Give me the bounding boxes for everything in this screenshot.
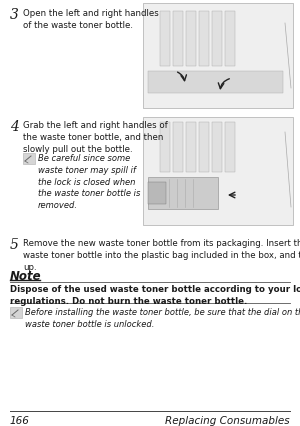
- Bar: [212, 123, 222, 173]
- Bar: [212, 12, 222, 67]
- Bar: [10, 307, 22, 318]
- Bar: [225, 12, 235, 67]
- Text: Dispose of the used waste toner bottle according to your local
regulations. Do n: Dispose of the used waste toner bottle a…: [10, 284, 300, 305]
- Text: 166: 166: [10, 415, 30, 425]
- Bar: [199, 123, 209, 173]
- Bar: [143, 4, 293, 109]
- Text: Be careful since some
waste toner may spill if
the lock is closed when
the waste: Be careful since some waste toner may sp…: [38, 154, 140, 210]
- Text: Replacing Consumables: Replacing Consumables: [165, 415, 290, 425]
- Bar: [186, 12, 196, 67]
- Text: 3: 3: [10, 8, 19, 22]
- Text: Open the left and right handles
of the waste toner bottle.: Open the left and right handles of the w…: [23, 9, 159, 30]
- Bar: [143, 118, 293, 225]
- Text: 4: 4: [10, 120, 19, 134]
- Bar: [186, 123, 196, 173]
- Bar: [160, 123, 170, 173]
- Bar: [173, 12, 183, 67]
- Bar: [148, 178, 218, 210]
- Bar: [148, 72, 283, 94]
- Text: Before installing the waste toner bottle, be sure that the dial on the
waste ton: Before installing the waste toner bottle…: [25, 307, 300, 328]
- Text: Note: Note: [10, 269, 42, 282]
- Text: Grab the left and right handles of
the waste toner bottle, and then
slowly pull : Grab the left and right handles of the w…: [23, 121, 168, 154]
- Bar: [160, 12, 170, 67]
- Text: Remove the new waste toner bottle from its packaging. Insert the used
waste tone: Remove the new waste toner bottle from i…: [23, 239, 300, 272]
- Bar: [148, 183, 166, 204]
- Text: 5: 5: [10, 237, 19, 251]
- Bar: [23, 154, 35, 164]
- Bar: [199, 12, 209, 67]
- Bar: [225, 123, 235, 173]
- Bar: [173, 123, 183, 173]
